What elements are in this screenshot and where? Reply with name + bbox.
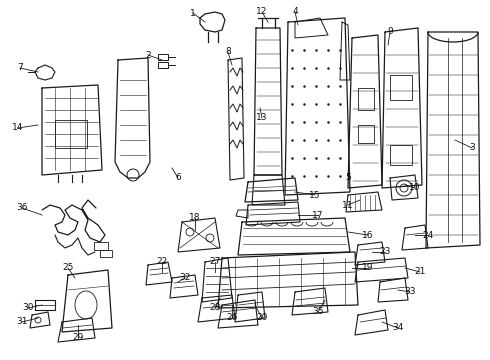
Text: 1: 1 bbox=[190, 9, 196, 18]
Text: 12: 12 bbox=[256, 8, 268, 17]
Text: 6: 6 bbox=[175, 174, 181, 183]
Bar bbox=[94, 242, 108, 250]
Text: 33: 33 bbox=[404, 288, 416, 297]
Bar bbox=[158, 54, 168, 60]
Text: 8: 8 bbox=[225, 48, 231, 57]
Text: 13: 13 bbox=[256, 113, 268, 122]
Text: 32: 32 bbox=[179, 274, 191, 283]
Text: 36: 36 bbox=[16, 203, 28, 212]
Text: 9: 9 bbox=[387, 27, 393, 36]
Text: 23: 23 bbox=[379, 248, 391, 256]
Bar bbox=[55, 120, 87, 148]
Text: 26: 26 bbox=[226, 314, 238, 323]
Text: 11: 11 bbox=[342, 201, 354, 210]
Text: 28: 28 bbox=[209, 303, 220, 312]
Text: 31: 31 bbox=[16, 318, 28, 327]
Text: 2: 2 bbox=[145, 50, 151, 59]
Text: 7: 7 bbox=[17, 63, 23, 72]
Text: 27: 27 bbox=[209, 257, 220, 266]
Bar bbox=[358, 125, 374, 143]
Text: 16: 16 bbox=[362, 230, 374, 239]
Bar bbox=[158, 62, 168, 68]
Bar bbox=[390, 75, 412, 100]
Text: 4: 4 bbox=[292, 8, 298, 17]
Text: 10: 10 bbox=[409, 184, 421, 193]
Bar bbox=[100, 250, 112, 257]
Text: 34: 34 bbox=[392, 324, 404, 333]
Text: 14: 14 bbox=[12, 123, 24, 132]
Text: 15: 15 bbox=[309, 190, 321, 199]
Text: 17: 17 bbox=[312, 211, 324, 220]
Text: 20: 20 bbox=[256, 314, 268, 323]
Text: 5: 5 bbox=[345, 174, 351, 183]
Bar bbox=[390, 145, 412, 165]
Text: 24: 24 bbox=[422, 230, 434, 239]
Text: 29: 29 bbox=[73, 333, 84, 342]
Text: 25: 25 bbox=[62, 264, 74, 273]
Text: 35: 35 bbox=[312, 307, 324, 316]
Text: 22: 22 bbox=[156, 257, 168, 266]
Text: 18: 18 bbox=[189, 213, 201, 222]
Text: 21: 21 bbox=[415, 267, 426, 276]
Text: 3: 3 bbox=[469, 144, 475, 153]
Text: 30: 30 bbox=[22, 303, 34, 312]
Text: 19: 19 bbox=[362, 264, 374, 273]
Bar bbox=[358, 88, 374, 110]
Bar bbox=[35, 300, 55, 310]
